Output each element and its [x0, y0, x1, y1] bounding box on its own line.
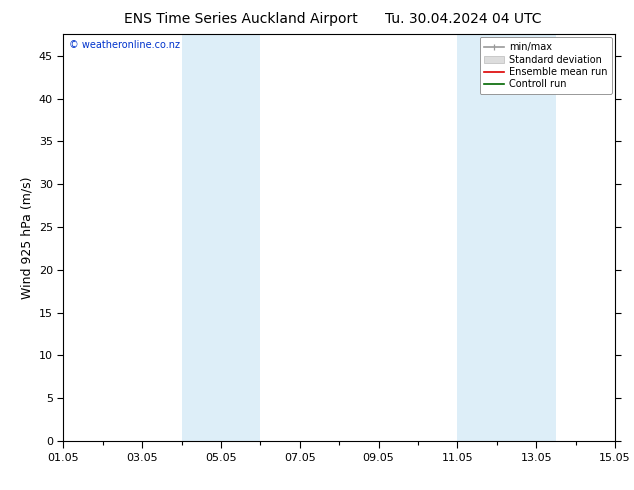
Bar: [457, 34, 556, 441]
Y-axis label: Wind 925 hPa (m/s): Wind 925 hPa (m/s): [20, 176, 34, 299]
Bar: [181, 34, 261, 441]
Legend: min/max, Standard deviation, Ensemble mean run, Controll run: min/max, Standard deviation, Ensemble me…: [479, 37, 612, 94]
Text: Tu. 30.04.2024 04 UTC: Tu. 30.04.2024 04 UTC: [385, 12, 541, 26]
Text: ENS Time Series Auckland Airport: ENS Time Series Auckland Airport: [124, 12, 358, 26]
Text: © weatheronline.co.nz: © weatheronline.co.nz: [69, 40, 180, 50]
